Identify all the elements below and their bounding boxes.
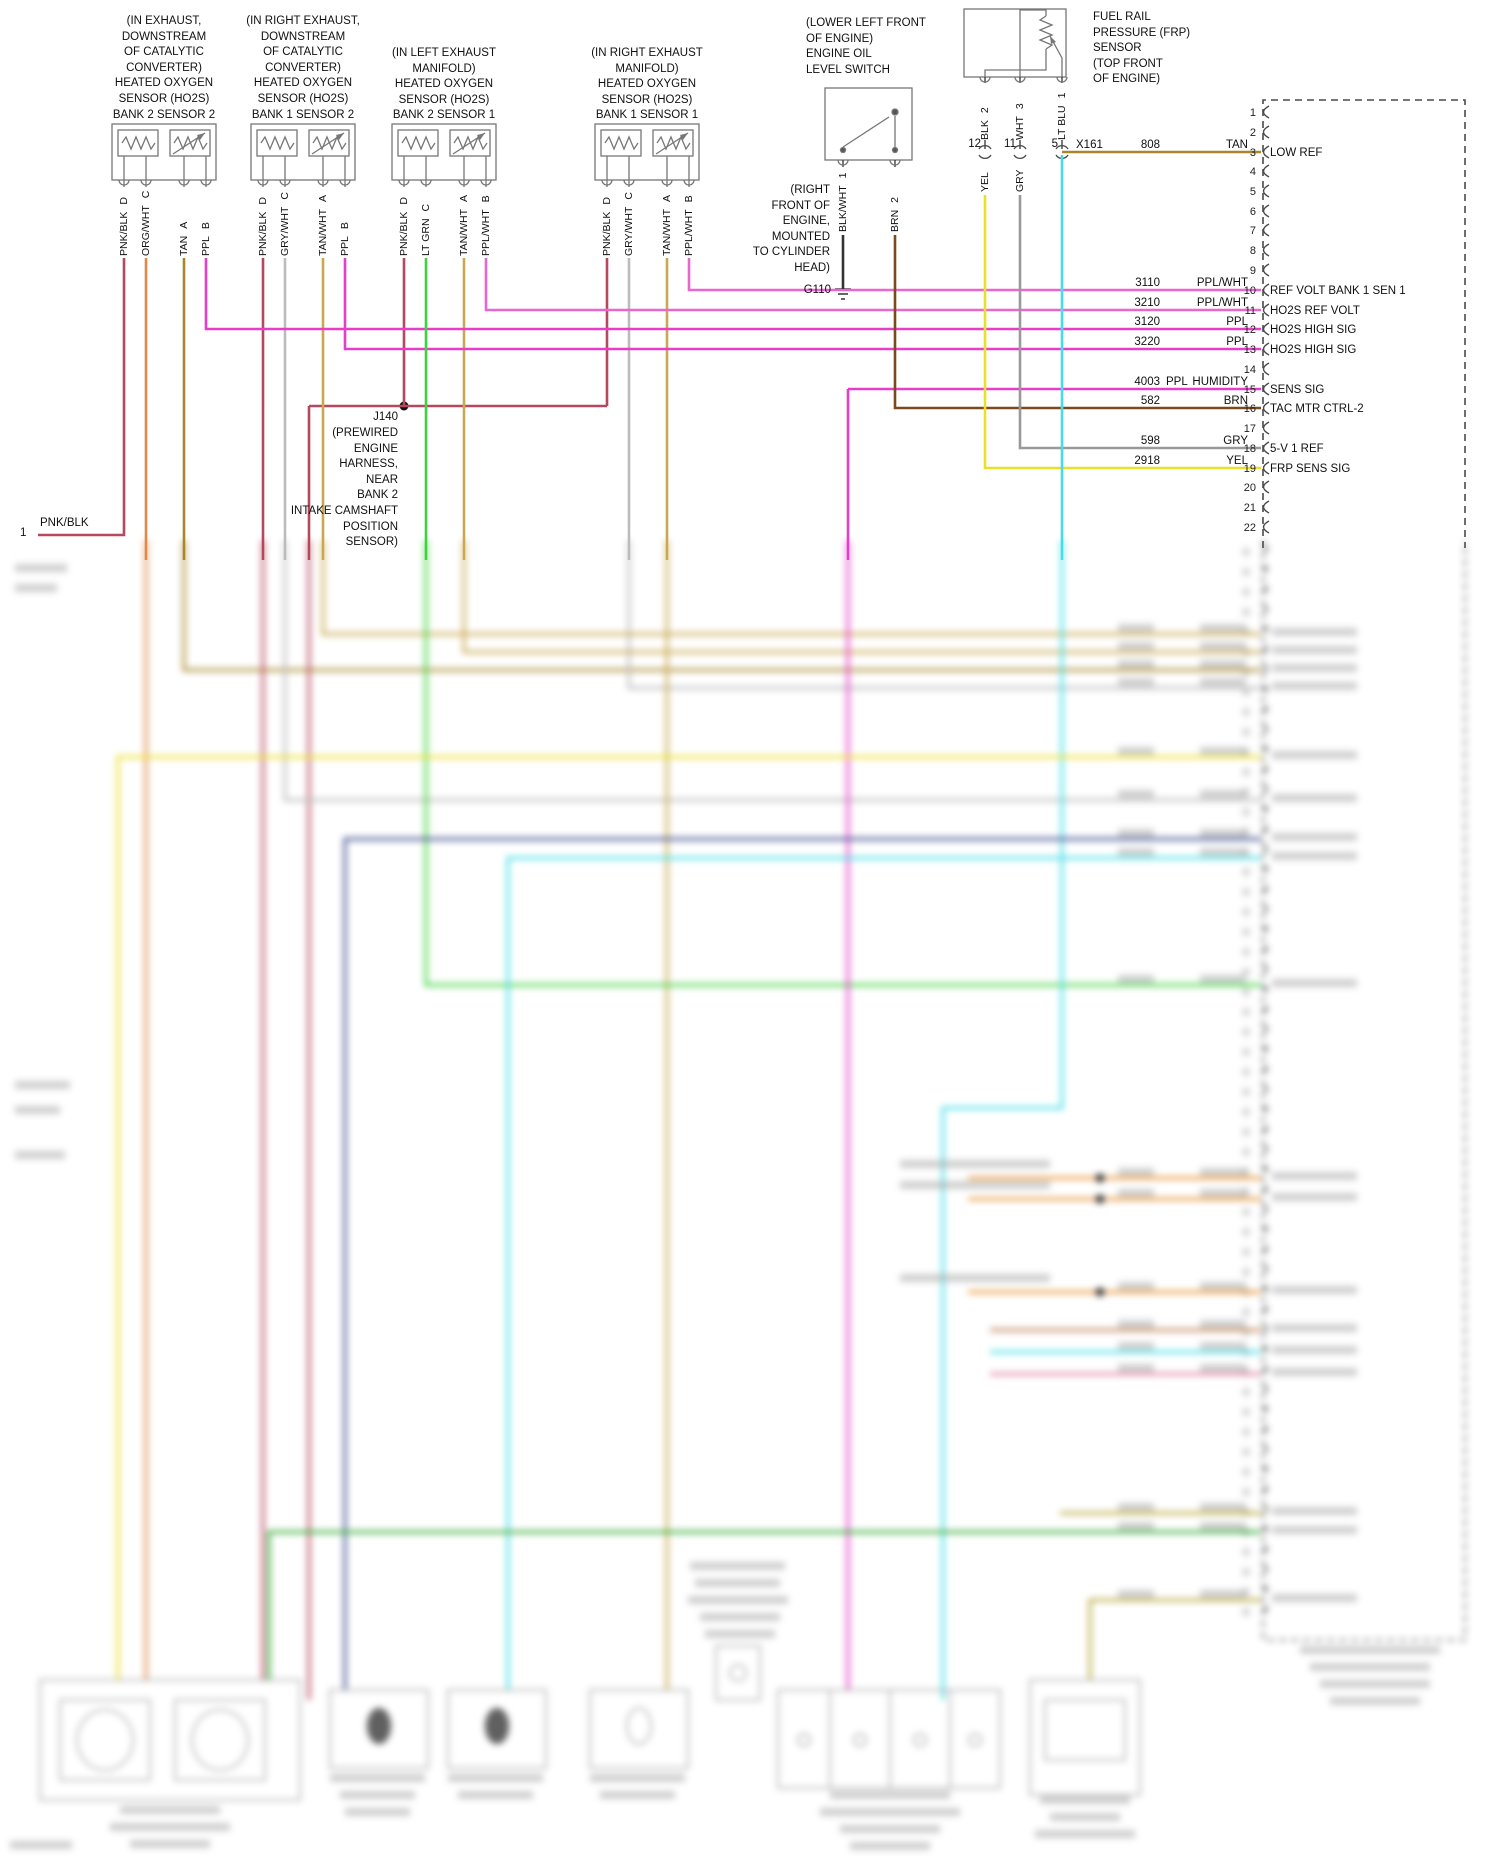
wire-gry [1018, 195, 1261, 450]
oil-level-switch-symbol [824, 87, 913, 167]
wire-ppl-wht [484, 258, 1261, 312]
pcm-pin-number: 5 [1250, 186, 1256, 198]
wire-ppl [204, 258, 1261, 560]
circuit-number: 3210 [1134, 297, 1160, 309]
frp-sensor-symbol [963, 8, 1068, 149]
pcm-pin-number: 21 [1244, 502, 1256, 514]
wire-yel [983, 195, 1261, 470]
pcm-pin-number: 8 [1250, 245, 1256, 257]
circuit-number: 3220 [1134, 336, 1160, 348]
wire-color: PPL [1226, 336, 1248, 348]
x161-cavity: 12 [968, 138, 981, 150]
pin-function: SENS SIG [1270, 384, 1324, 396]
wire-color: PPL/WHT [1197, 277, 1248, 289]
wire-tan [182, 150, 1261, 560]
pcm-pin-number: 3 [1250, 147, 1256, 159]
pcm-pin-number: 11 [1245, 305, 1256, 317]
pin-function: REF VOLT BANK 1 SEN 1 [1270, 285, 1406, 297]
x161-label: X161 [1076, 139, 1103, 151]
pin-function: LOW REF [1270, 147, 1322, 159]
blurred-text-smudges [10, 564, 1440, 1850]
pin-function: HO2S REF VOLT [1270, 305, 1360, 317]
pcm-pin-number: 19 [1244, 463, 1256, 475]
wire-tan-wht [321, 258, 669, 560]
circuit-number: 582 [1141, 395, 1160, 407]
pcm-pin-number: 7 [1250, 225, 1256, 237]
x161-cavity: 5 [1052, 138, 1058, 150]
wire-color: PPL [1166, 376, 1188, 388]
pin-function: 5-V 1 REF [1270, 443, 1324, 455]
pcm-pin-number: 2 [1250, 127, 1256, 139]
pcm-pin-number: 15 [1244, 384, 1256, 396]
pcm-pin-number: 20 [1244, 482, 1256, 494]
pcm-pin-number: 18 [1244, 443, 1256, 455]
wire-gry-wht [283, 258, 631, 560]
circuit-number: 808 [1141, 139, 1160, 151]
circuit-number: 3110 [1135, 277, 1160, 289]
wire-brn [893, 235, 1261, 410]
pcm-pin-number: 1 [1250, 107, 1256, 119]
circuit-number: 3120 [1134, 316, 1160, 328]
pcm-pin-number: 22 [1244, 522, 1256, 534]
x161-cavity: 11 [1004, 138, 1016, 150]
pcm-pin-number: 4 [1250, 166, 1256, 178]
pcm-pin-numbers: 1 2 3 4 5 6 7 8 9 10 11 12 13 14 15 16 1… [1244, 107, 1256, 534]
pin-function: FRP SENS SIG [1270, 463, 1350, 475]
circuit-number: 2918 [1134, 455, 1160, 467]
pin-function: HO2S HIGH SIG [1270, 324, 1356, 336]
circuit-number: 598 [1141, 435, 1160, 447]
wire-pnk-blk [38, 258, 609, 560]
pcm-pin-number: 9 [1250, 265, 1256, 277]
wire-color: GRY [1223, 435, 1248, 447]
wires-blurred [116, 540, 1261, 1700]
bottom-components-blurred [39, 1645, 1141, 1801]
wire-color: PPL [1226, 316, 1248, 328]
wire-color: YEL [1226, 455, 1248, 467]
wire-color: BRN [1224, 395, 1248, 407]
pcm-pin-number: 13 [1244, 344, 1256, 356]
pcm-pin-number: 16 [1244, 403, 1256, 415]
splice-dots-blurred [1095, 1173, 1105, 1297]
pin-function: TAC MTR CTRL-2 [1270, 403, 1364, 415]
pcm-pin-number: 17 [1244, 423, 1256, 435]
pcm-pin-number: 6 [1250, 206, 1256, 218]
wires-crisp [38, 150, 1261, 560]
circuit-number: 4003 [1134, 376, 1160, 388]
pcm-row-labels: X161 808 TAN LOW REF 3110 PPL/WHT REF VO… [968, 138, 1406, 475]
wire-color: PPL/WHT [1197, 297, 1248, 309]
pcm-pin-number: 10 [1244, 285, 1256, 297]
wire-color: TAN [1226, 139, 1248, 151]
pcm-pin-number: 14 [1244, 364, 1256, 376]
humidity-label: HUMIDITY [1192, 376, 1248, 388]
pcm-pin-number: 12 [1244, 324, 1256, 336]
pin-function: HO2S HIGH SIG [1270, 344, 1356, 356]
